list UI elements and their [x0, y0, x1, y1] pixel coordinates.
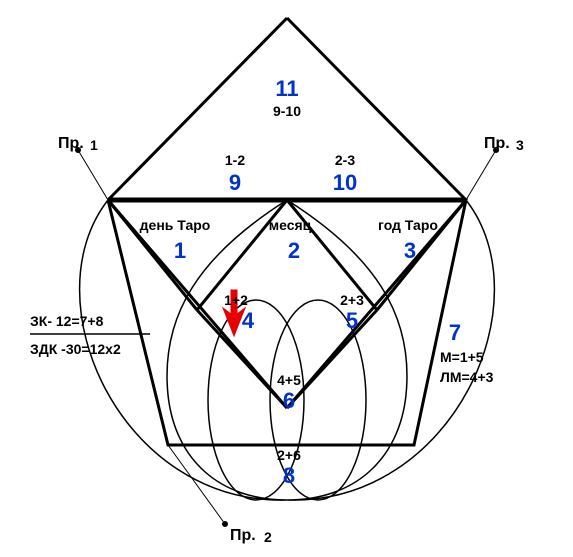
- label-pr3a: Пр.: [484, 135, 510, 152]
- label-n4: 4: [242, 308, 255, 333]
- label-n3: 3: [404, 238, 416, 263]
- arrow-pr2-dot: [222, 521, 228, 527]
- label-n7: 7: [449, 320, 461, 345]
- label-sM: М=1+5: [440, 349, 484, 365]
- label-s2p6: 2+6: [277, 447, 301, 463]
- label-pr2a: Пр.: [230, 527, 256, 544]
- label-n9: 9: [229, 170, 241, 195]
- label-n2: 2: [288, 238, 300, 263]
- diagram-svg: 11 9-10 1-2 9 2-3 10 день Таро месяц год Таро 1 2 3…: [0, 0, 573, 557]
- label-pr3b: 3: [516, 137, 524, 153]
- label-pr1b: 1: [90, 137, 98, 153]
- label-n6: 6: [283, 388, 295, 413]
- label-n11: 11: [275, 76, 298, 101]
- label-n10: 10: [333, 170, 357, 195]
- label-zk: ЗК- 12=7+8: [30, 313, 104, 329]
- label-s910: 9-10: [273, 103, 301, 119]
- label-s23: 2-3: [335, 152, 355, 168]
- label-day: день Таро: [140, 217, 211, 233]
- label-zdk: ЗДК -30=12х2: [30, 341, 121, 357]
- label-s1p2: 1+2: [224, 292, 248, 308]
- label-pr2b: 2: [264, 529, 272, 545]
- label-n1: 1: [174, 238, 186, 263]
- label-n8: 8: [283, 463, 295, 488]
- label-sLM: ЛМ=4+3: [440, 369, 494, 385]
- label-s4p5: 4+5: [277, 372, 301, 388]
- label-mon: месяц: [269, 217, 312, 233]
- label-s12: 1-2: [225, 152, 245, 168]
- label-n5: 5: [346, 308, 358, 333]
- label-year: год Таро: [378, 217, 438, 233]
- label-s2p3: 2+3: [340, 292, 364, 308]
- label-pr1a: Пр.: [58, 135, 84, 152]
